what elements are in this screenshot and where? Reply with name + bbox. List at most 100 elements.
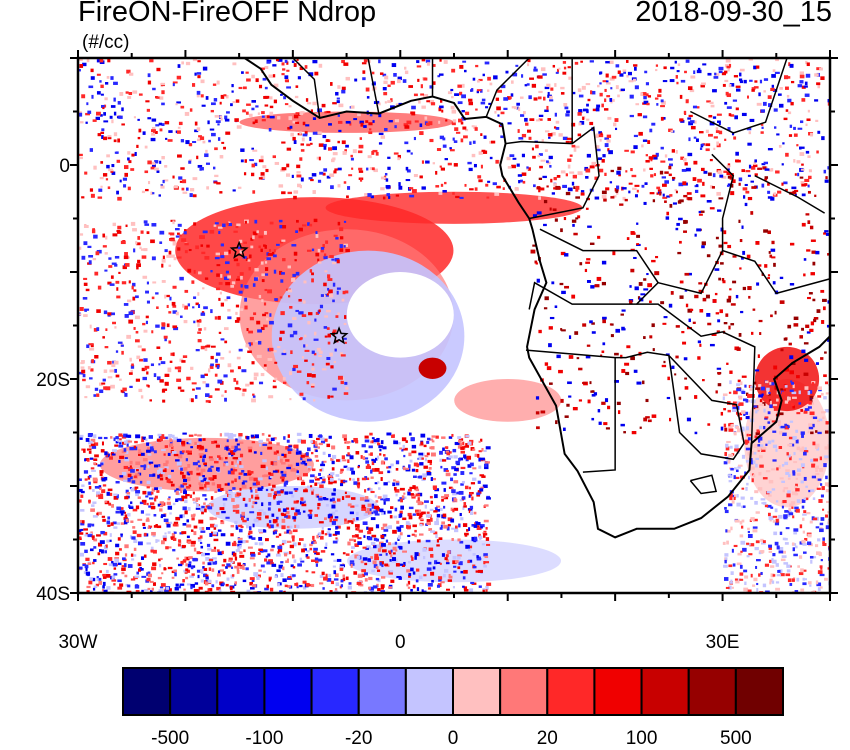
field-cell: [500, 84, 506, 89]
field-cell: [780, 388, 783, 391]
field-cell: [550, 178, 553, 183]
field-cell: [462, 441, 465, 446]
field-cell: [360, 560, 364, 564]
field-cell: [735, 294, 739, 299]
field-cell: [732, 280, 737, 284]
field-cell: [296, 500, 299, 503]
field-cell: [89, 148, 93, 152]
field-cell: [336, 259, 340, 264]
field-cell: [224, 340, 228, 344]
field-cell: [254, 573, 259, 577]
field-cell: [194, 121, 198, 126]
field-cell: [341, 496, 345, 501]
field-cell: [601, 260, 607, 265]
field-cell: [762, 101, 767, 106]
field-cell: [432, 162, 436, 165]
field-cell: [176, 256, 182, 259]
field-cell: [239, 272, 244, 276]
field-cell: [426, 511, 430, 514]
field-cell: [200, 312, 206, 316]
field-cell: [181, 238, 187, 242]
field-cell: [167, 474, 172, 479]
field-cell: [789, 124, 793, 128]
field-cell: [227, 275, 231, 279]
field-cell: [93, 328, 98, 332]
field-cell: [224, 299, 228, 302]
field-cell: [177, 223, 182, 227]
field-cell: [803, 450, 809, 453]
field-cell: [307, 222, 310, 226]
field-cell: [411, 450, 417, 454]
field-cell: [181, 531, 187, 535]
field-cell: [371, 461, 375, 466]
field-cell: [234, 464, 237, 468]
field-cell: [216, 586, 221, 591]
field-cell: [810, 321, 815, 326]
field-cell: [797, 127, 803, 130]
field-cell: [158, 122, 163, 126]
field-cell: [281, 518, 286, 523]
field-cell: [188, 248, 192, 252]
field-cell: [538, 75, 543, 79]
field-cell: [566, 403, 570, 407]
field-cell: [661, 183, 667, 187]
field-cell: [344, 521, 349, 524]
field-cell: [337, 312, 340, 315]
field-cell: [224, 390, 227, 393]
field-cell: [371, 468, 376, 472]
field-cell: [655, 69, 658, 72]
field-cell: [138, 388, 143, 393]
field-cell: [411, 468, 416, 472]
field-cell: [91, 469, 96, 472]
field-cell: [253, 232, 258, 236]
field-cell: [197, 504, 201, 507]
field-cell: [234, 565, 239, 569]
field-cell: [344, 518, 347, 523]
field-cell: [293, 190, 299, 194]
field-cell: [416, 60, 420, 64]
field-cell: [102, 336, 105, 339]
field-cell: [323, 255, 328, 260]
field-cell: [670, 130, 674, 133]
field-cell: [141, 190, 145, 194]
field-cell: [164, 436, 169, 440]
field-cell: [318, 442, 323, 446]
field-cell: [343, 437, 347, 441]
field-cell: [753, 436, 756, 440]
field-cell: [440, 465, 443, 469]
field-cell: [101, 589, 105, 592]
field-cell: [343, 220, 347, 223]
field-cell: [268, 128, 272, 132]
field-cell: [170, 352, 174, 356]
field-cell: [342, 151, 347, 155]
field-cell: [188, 440, 192, 444]
field-cell: [811, 423, 815, 428]
field-cell: [164, 121, 170, 125]
field-cell: [177, 543, 181, 547]
field-cell: [396, 441, 401, 445]
field-cell: [430, 500, 434, 505]
field-cell: [212, 83, 217, 86]
field-cell: [127, 96, 132, 99]
field-cell: [458, 561, 463, 566]
field-cell: [724, 138, 727, 141]
field-cell: [130, 578, 136, 581]
field-cell: [82, 374, 86, 378]
field-cell: [199, 527, 204, 531]
field-cell: [792, 515, 795, 519]
field-cell: [568, 335, 572, 339]
field-cell: [282, 258, 286, 262]
field-cell: [667, 158, 673, 161]
field-cell: [228, 452, 232, 455]
field-cell: [712, 173, 716, 178]
field-cell: [104, 550, 108, 554]
field-cell: [585, 83, 591, 86]
field-cell: [92, 587, 96, 591]
field-cell: [634, 194, 638, 198]
field-cell: [161, 514, 166, 517]
field-cell: [340, 584, 344, 588]
field-cell: [205, 574, 209, 577]
field-cell: [390, 80, 395, 85]
field-cell: [596, 148, 601, 152]
field-cell: [591, 331, 596, 334]
